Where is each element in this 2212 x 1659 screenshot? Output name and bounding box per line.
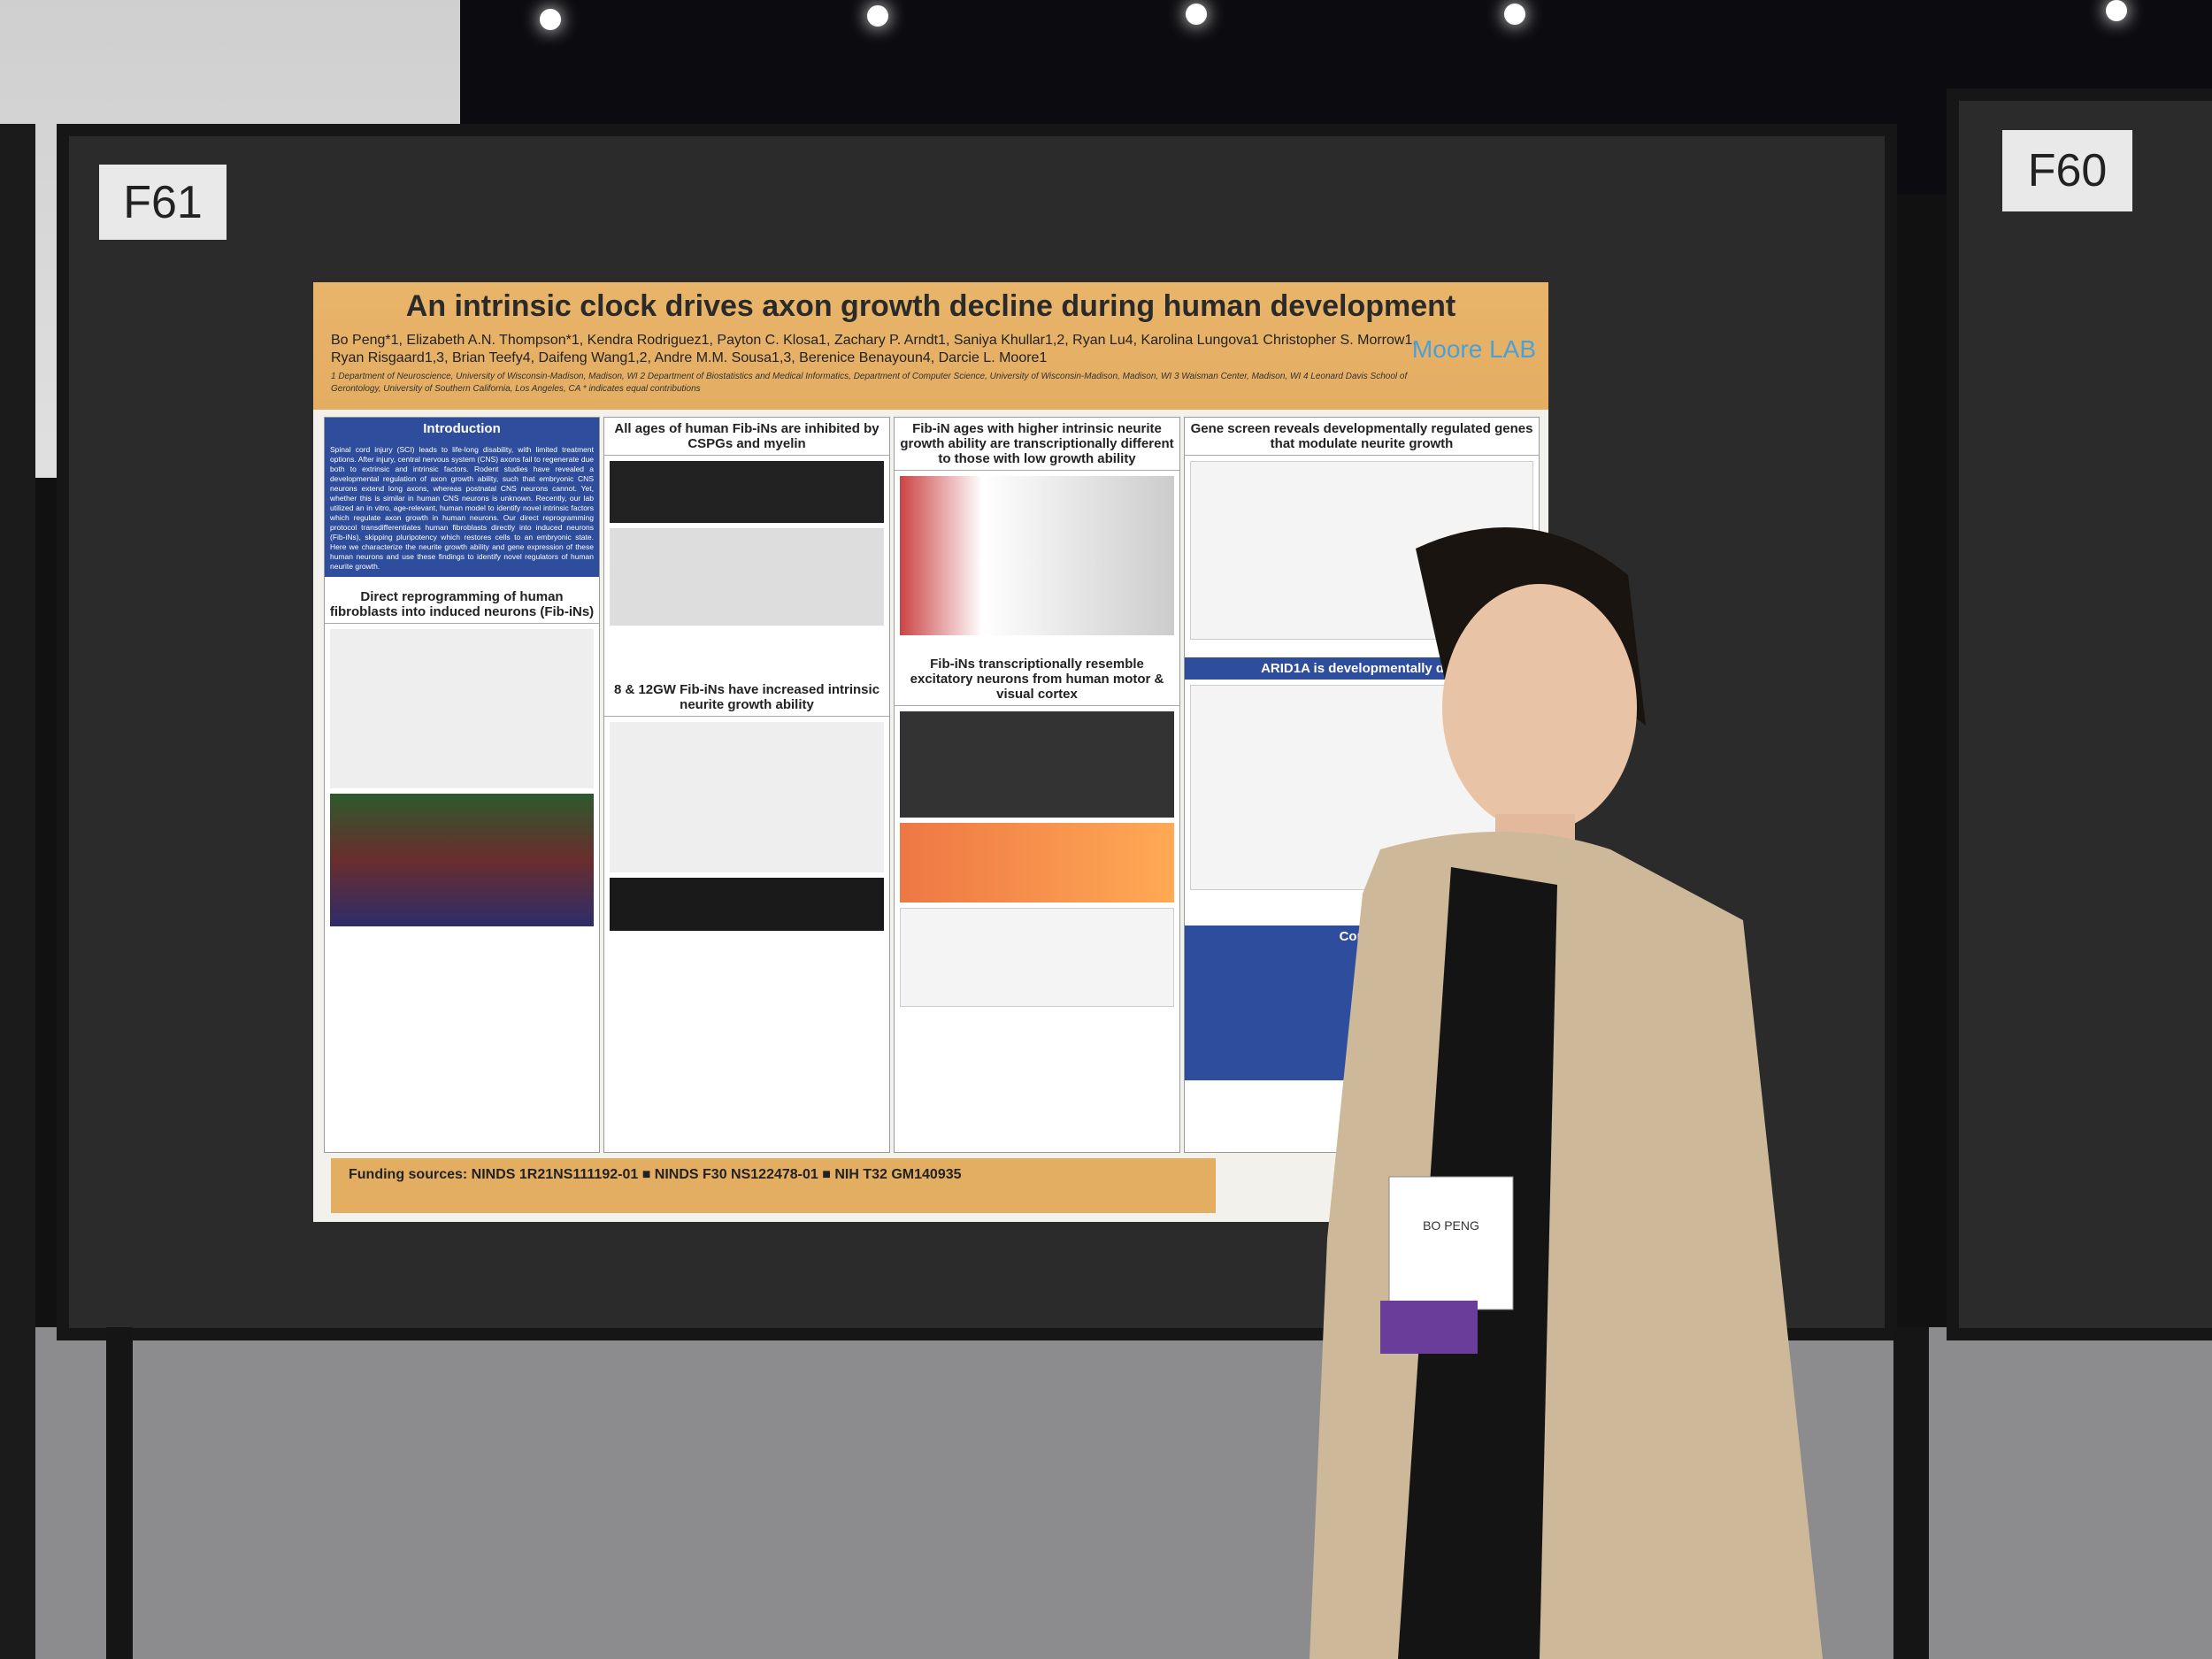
section-heading: Gene screen reveals developmentally regu… [1185, 418, 1539, 456]
light [1504, 4, 1525, 25]
coat [1310, 832, 1823, 1659]
poster-affiliations: 1 Department of Neuroscience, University… [331, 372, 1408, 394]
funding-bar: Funding sources: NINDS 1R21NS111192-01 ■… [331, 1158, 1216, 1213]
figure [900, 823, 1174, 902]
light [867, 5, 888, 27]
poster-board [1947, 88, 2212, 1340]
section-heading: Fib-iNs transcriptionally resemble excit… [895, 653, 1179, 706]
figure [900, 476, 1174, 635]
poster: An intrinsic clock drives axon growth de… [313, 282, 1548, 1222]
section-heading: 8 & 12GW Fib-iNs have increased intrinsi… [604, 679, 889, 717]
board-leg [1893, 1327, 1929, 1659]
figure [610, 722, 884, 872]
board-leg [106, 1327, 133, 1659]
poster-header: An intrinsic clock drives axon growth de… [313, 282, 1548, 410]
badge [1388, 1176, 1514, 1310]
section-heading: Direct reprogramming of human fibroblast… [325, 586, 599, 624]
poster-column: Fib-iN ages with higher intrinsic neurit… [894, 417, 1180, 1153]
figure [900, 711, 1174, 818]
figure [610, 461, 884, 523]
section-heading: All ages of human Fib-iNs are inhibited … [604, 418, 889, 456]
booth-label: F61 [99, 165, 227, 240]
section-heading: Fib-iN ages with higher intrinsic neurit… [895, 418, 1179, 471]
ribbon [1380, 1301, 1478, 1354]
lab-logo: Moore LAB [1411, 335, 1536, 363]
board-edge [0, 124, 35, 1659]
section-body: Spinal cord injury (SCI) leads to life-l… [325, 440, 599, 577]
booth-label: F60 [2002, 130, 2132, 211]
figure [330, 794, 594, 926]
light [2106, 0, 2127, 21]
poster-column: Introduction Spinal cord injury (SCI) le… [324, 417, 600, 1153]
figure [610, 878, 884, 931]
face [1442, 584, 1637, 832]
light [540, 9, 561, 30]
figure [610, 528, 884, 626]
badge-name: BO PENG [1423, 1218, 1479, 1233]
poster-column: All ages of human Fib-iNs are inhibited … [603, 417, 890, 1153]
figure [900, 908, 1174, 1007]
section-heading: Introduction [325, 418, 599, 440]
carpet [0, 1327, 2212, 1659]
poster-authors: Bo Peng*1, Elizabeth A.N. Thompson*1, Ke… [331, 333, 1417, 365]
light [1186, 4, 1207, 25]
poster-title: An intrinsic clock drives axon growth de… [405, 289, 1456, 323]
figure [330, 629, 594, 788]
